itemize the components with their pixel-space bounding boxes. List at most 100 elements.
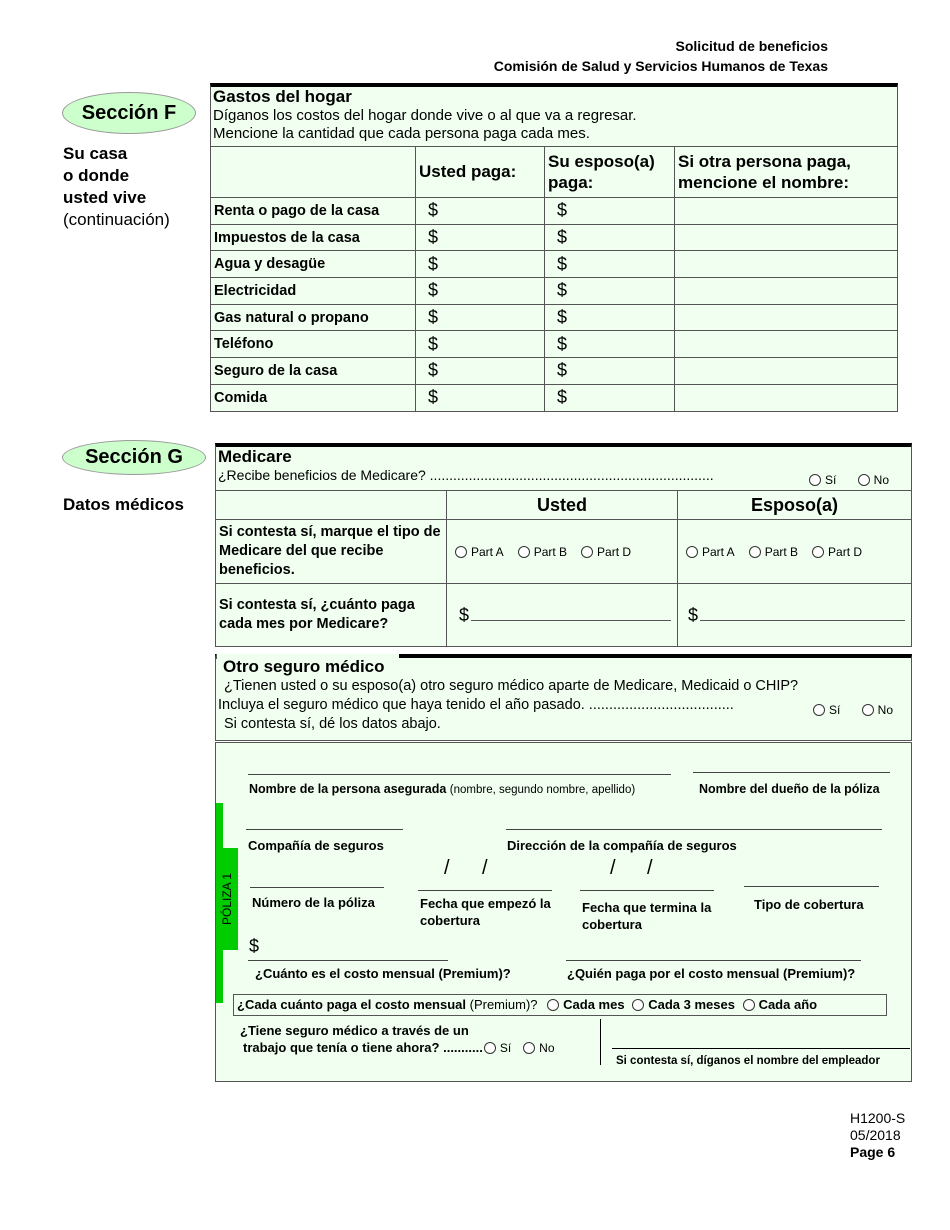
currency: $ [688, 604, 699, 625]
you-pay-field[interactable]: $ [415, 357, 545, 385]
other-person-field[interactable] [674, 223, 898, 252]
other-person-field[interactable] [674, 303, 898, 332]
spouse-pay-field[interactable]: $ [544, 303, 675, 332]
you-pay-field[interactable]: $ [415, 330, 545, 359]
table-row: Agua y desagüe $ $ [210, 250, 898, 279]
address-field[interactable] [506, 829, 882, 830]
radio-quarterly[interactable] [632, 999, 645, 1011]
spouse-pay-field[interactable]: $ [544, 250, 675, 279]
end-date-field[interactable] [580, 890, 714, 891]
spouse-pay-field[interactable]: $ [544, 223, 675, 252]
medicare-part-option[interactable]: Part D [581, 545, 631, 559]
no-label: No [877, 703, 893, 717]
other-person-field[interactable] [674, 250, 898, 279]
medicare-part-option[interactable]: Part A [686, 545, 735, 559]
payer-label: ¿Quién paga por el costo mensual (Premiu… [567, 966, 856, 981]
owner-label: Nombre del dueño de la póliza [699, 782, 880, 796]
row-pay-label: Si contesta sí, ¿cuánto paga cada mes po… [215, 583, 447, 647]
section-f-badge: Sección F [62, 92, 196, 134]
currency: $ [459, 604, 470, 625]
radio-yearly[interactable] [742, 999, 755, 1011]
spouse-pay-field[interactable]: $ [544, 197, 675, 225]
section-g-badge: Sección G [62, 440, 206, 475]
payer-field[interactable] [566, 960, 861, 961]
currency: $ [557, 227, 568, 248]
other-person-field[interactable] [674, 383, 898, 412]
other-q1: ¿Tienen usted o su esposo(a) otro seguro… [224, 678, 799, 694]
table-row: Comida $ $ [210, 383, 898, 412]
other-person-field[interactable] [674, 357, 898, 385]
coverage-type-field[interactable] [744, 886, 879, 887]
date-slash: / [444, 857, 450, 879]
esposo-parts: Part A Part B Part D [677, 519, 912, 584]
other-person-field[interactable] [674, 277, 898, 305]
employer-field[interactable] [612, 1048, 910, 1049]
no-label: No [873, 473, 889, 487]
yes-label: Sí [499, 1041, 512, 1055]
table-row: Electricidad $ $ [210, 277, 898, 305]
spouse-pay-field[interactable]: $ [544, 330, 675, 359]
other-person-field[interactable] [674, 197, 898, 225]
table-header: Usted paga: [415, 146, 545, 198]
you-pay-field[interactable]: $ [415, 250, 545, 279]
usted-amount-field[interactable]: $ [446, 583, 678, 647]
you-pay-field[interactable]: $ [415, 303, 545, 332]
policy-tab-label: PÓLIZA 1 [220, 872, 234, 926]
esposo-amount-field[interactable]: $ [677, 583, 912, 647]
currency: $ [249, 936, 260, 956]
medicare-part-option[interactable]: Part B [748, 545, 798, 559]
start-date-field[interactable] [418, 890, 552, 891]
you-pay-field[interactable]: $ [415, 223, 545, 252]
policy-1-box: PÓLIZA 1 Nombre de la persona asegurada … [215, 742, 912, 1082]
expenses-table: Usted paga: Su esposo(a) paga: Si otra p… [210, 146, 898, 412]
section-f-side-title: Su casa o donde usted vive [63, 143, 146, 209]
medicare-part-option[interactable]: Part A [455, 545, 504, 559]
you-pay-field[interactable]: $ [415, 197, 545, 225]
spouse-pay-field[interactable]: $ [544, 357, 675, 385]
radio-yes[interactable] [483, 1042, 496, 1054]
radio-no[interactable] [857, 474, 870, 486]
company-field[interactable] [246, 829, 403, 830]
form-title: Solicitud de beneficios [675, 38, 828, 54]
currency: $ [428, 200, 439, 221]
radio-yes[interactable] [812, 704, 825, 716]
currency: $ [428, 333, 439, 354]
you-pay-field[interactable]: $ [415, 383, 545, 412]
expense-label: Impuestos de la casa [210, 223, 416, 252]
currency: $ [428, 227, 439, 248]
radio-yes[interactable] [808, 474, 821, 486]
spouse-pay-field[interactable]: $ [544, 383, 675, 412]
table-header: Si otra persona paga, mencione el nombre… [674, 146, 898, 198]
expense-label: Teléfono [210, 330, 416, 359]
policy-number-field[interactable] [250, 887, 384, 888]
table-row: Seguro de la casa $ $ [210, 357, 898, 385]
radio-button[interactable] [517, 545, 530, 558]
radio-no[interactable] [523, 1042, 536, 1054]
insured-name-field[interactable] [248, 774, 671, 775]
radio-monthly[interactable] [547, 999, 560, 1011]
radio-button[interactable] [455, 545, 467, 558]
address-label: Dirección de la compañía de seguros [507, 838, 737, 853]
radio-button[interactable] [812, 545, 825, 558]
freq-label: Cada año [758, 997, 818, 1012]
currency: $ [557, 307, 568, 328]
medicare-part-option[interactable]: Part B [517, 545, 567, 559]
radio-button[interactable] [748, 545, 761, 558]
currency: $ [428, 280, 439, 301]
radio-button[interactable] [581, 545, 594, 558]
spouse-pay-field[interactable]: $ [544, 277, 675, 305]
owner-field[interactable] [693, 772, 890, 773]
medicare-part-option[interactable]: Part D [812, 545, 862, 559]
premium-cost-field[interactable] [248, 960, 448, 961]
yes-label: Sí [824, 473, 837, 487]
radio-no[interactable] [861, 704, 874, 716]
footer: H1200-S 05/2018 Page 6 [850, 1110, 905, 1161]
radio-button[interactable] [686, 545, 698, 558]
you-pay-field[interactable]: $ [415, 277, 545, 305]
expense-label: Seguro de la casa [210, 357, 416, 385]
section-g-side-title: Datos médicos [63, 495, 184, 514]
yes-label: Sí [828, 703, 841, 717]
other-title: Otro seguro médico [223, 657, 385, 676]
other-person-field[interactable] [674, 330, 898, 359]
currency: $ [428, 253, 439, 274]
